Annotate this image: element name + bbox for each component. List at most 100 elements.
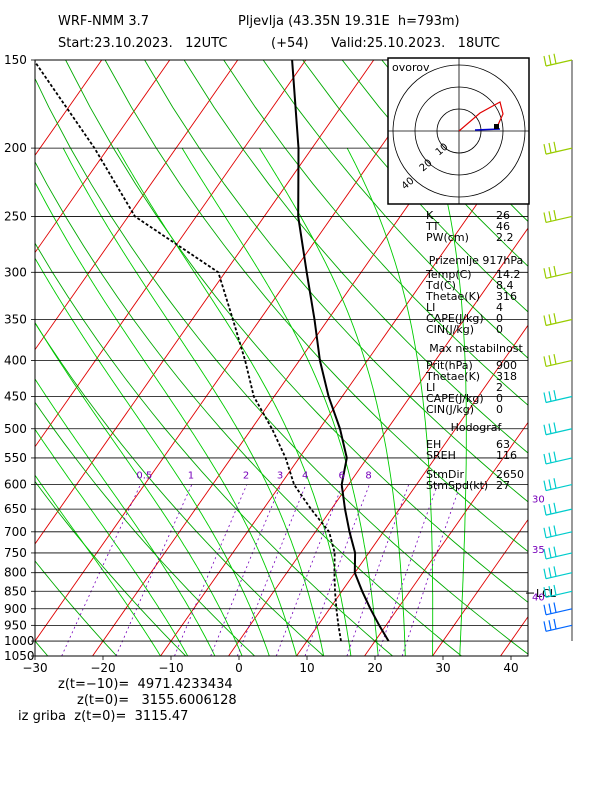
surface-temp-label: Temp(C) [426,268,472,281]
wind-barb-flag [543,55,547,67]
pressure-tick-label: 250 [4,209,27,223]
pressure-tick-label: 1000 [4,634,35,648]
hodograf-title: Hodograf [450,421,502,434]
moist-adiabat-line [346,147,434,656]
wind-barb-flag [553,478,557,489]
temperature-tick-label: 20 [367,661,382,675]
index-pw-value: 2.2 [496,231,514,244]
mixing-ratio-line [61,484,141,656]
dry-adiabat-line [35,480,187,656]
mixing-ratio-line [377,484,438,656]
wind-barb [543,422,573,436]
plot-frame [34,59,529,657]
wind-barb-flag [543,212,547,223]
max-unstable-title: Max nestabilnost [429,342,523,355]
mu-pres-value: 900 [496,359,517,372]
wind-barb-flag [553,422,557,433]
pressure-tick-label: 850 [4,584,27,598]
hodo-sreh-value: 116 [496,449,517,462]
indices-panel: K 26 TT 46 PW(cm) 2.2 [426,210,526,243]
isotherm-line [228,227,528,656]
wind-barb-flag [553,53,557,64]
wind-barb-shaft [545,318,573,327]
wind-barb-flag [553,602,557,613]
dewpoint-profile [35,60,342,642]
hodo-eh-value: 63 [496,438,510,451]
mixing-ratio-label: 4 [302,471,308,482]
wind-barb-flag [548,423,552,434]
temperature-tick-label: 10 [299,661,314,675]
wind-barb-flag [553,618,557,630]
surface-cape-label: CAPE(J/kg) [426,312,484,325]
wind-barb [543,53,573,67]
pressure-tick-label: 950 [4,618,27,632]
hodograf-panel: Hodograf EH 63 SREH 116 StmDir 2650 StmSpd(… [426,422,526,491]
wind-barb [543,602,573,616]
wind-barb-flag [543,548,547,560]
isotherm-line [432,518,528,656]
moist-adiabat-line [35,428,189,656]
storm-motion-vector [474,128,501,131]
pressure-tick-label: 600 [4,478,27,492]
wind-barb [543,210,573,224]
wind-barb-flag [543,392,547,403]
hodo-stmdir-label: StmDir [426,468,465,481]
index-k-value: 26 [496,209,510,222]
pressure-tick-label: 1050 [4,649,35,663]
surface-thetae-value: 316 [496,290,517,303]
hodograph-ring-3 [392,64,526,198]
mu-pres-label: Prit(hPa) [426,359,473,372]
mu-cin-value: 0 [496,403,503,416]
wind-barb [543,451,573,465]
mu-li-value: 2 [496,381,503,394]
temperature-tick-label: −10 [158,661,183,675]
surface-li-label: LI [426,301,436,314]
wind-barb-flag [543,568,547,579]
wind-barb-flag [548,452,552,463]
dry-adiabat-line [35,242,393,656]
wind-barb-shaft [545,552,573,560]
mu-cin-label: CIN(J/kg) [426,403,475,416]
hodo-eh-label: EH [426,438,442,451]
wind-barb [543,546,573,560]
wind-barb-shaft [545,215,573,224]
pressure-tick-label: 800 [4,566,27,580]
pressure-tick-label: 400 [4,353,27,367]
wind-barb-flag [548,355,552,366]
temperature-tick-label: 30 [435,661,450,675]
hodograph: ovorov 10 20 40 [387,57,530,205]
wind-barb [543,478,573,492]
hodograph-ring-2 [414,86,504,176]
mixing-ratio-label: 3 [277,471,283,482]
wind-barb-flag [553,451,557,462]
hodo-stmspd-value: 27 [496,479,510,492]
surface-temp-value: 14.2 [496,268,521,281]
wind-barb-flag [553,353,557,365]
wind-barb-shaft [545,271,573,279]
side-purple-label: 35 [532,545,545,556]
moist-adiabat-line [35,257,270,656]
surface-li-value: 4 [496,301,503,314]
surface-cin-value: 0 [496,323,503,336]
lead-time: (+54) [271,36,309,51]
surface-cin-label: CIN(J/kg) [426,323,475,336]
wind-barb [543,313,573,327]
wind-barb-flag [553,546,557,557]
moist-adiabat-line [433,147,467,656]
pressure-tick-label: 550 [4,451,27,465]
surface-panel: Prizemlje 917hPa Temp(C) 14.2 Td(C) 8.4 Th… [426,255,526,335]
wind-barb-flag [548,603,552,614]
side-labels: LCL 30 35 40 [526,495,557,604]
wind-barb-flag [553,313,557,324]
wind-barb [543,353,573,367]
wind-barb-flag [543,527,547,538]
mixing-ratio-label: 1 [188,471,194,482]
mixing-ratio-line [275,484,343,656]
wind-barb-shaft [545,608,573,616]
surface-td-value: 8.4 [496,279,514,292]
height-grib: iz griba z(t=0)= 3115.47 [18,709,189,724]
wind-barb-flag [543,621,547,632]
wind-barb-flag [548,267,552,278]
wind-barb-flag [548,314,552,325]
wind-barb [543,584,573,598]
